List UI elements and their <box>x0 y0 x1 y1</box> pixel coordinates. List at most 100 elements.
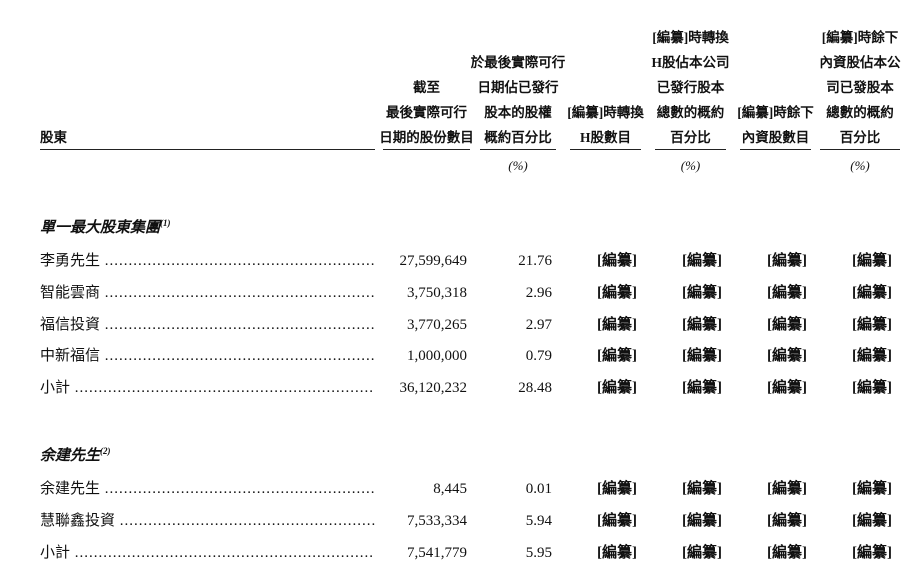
column-header-line: 百分比 <box>670 130 711 145</box>
column-header-line: 總數的概約 <box>826 105 894 120</box>
shares-count: 3,750,318 <box>407 284 467 301</box>
column-header-line: 股本的股權 <box>484 105 552 120</box>
redacted-value: [編纂] <box>682 380 722 397</box>
shareholder-name: 李勇先生 <box>40 247 375 275</box>
redacted-value: [編纂] <box>852 316 892 333</box>
shares-count: 1,000,000 <box>407 348 467 365</box>
column-header-line: 最後實際可行 <box>386 105 467 120</box>
column-header-line: 日期的股份數目 <box>379 130 474 145</box>
redacted-value: [編纂] <box>597 512 637 529</box>
section-title: 余建先生(2) <box>40 444 111 465</box>
column-header-line: 截至 <box>413 80 440 95</box>
shareholder-name: 小計 <box>40 539 375 567</box>
redacted-value: [編纂] <box>852 512 892 529</box>
redacted-value: [編纂] <box>767 316 807 333</box>
column-header-line: [編纂]時轉換 <box>567 105 644 120</box>
shareholder-name: 余建先生 <box>40 475 375 503</box>
redacted-value: [編纂] <box>597 348 637 365</box>
shareholding-percent: 28.48 <box>518 380 552 397</box>
column-header-line: 已發行股本 <box>656 80 725 95</box>
redacted-value: [編纂] <box>767 481 807 497</box>
column-header: [編纂]時轉換 H股佔本公司 已發行股本總數的概約百分比 <box>652 0 730 150</box>
redacted-value: [編纂] <box>767 380 807 397</box>
table-row: 慧聯鑫投資 7,533,334 5.94 [編纂] [編纂] [編纂] [編纂] <box>0 507 910 535</box>
column-unit: (%) <box>680 158 701 173</box>
redacted-value: [編纂] <box>682 481 722 497</box>
column-header-line: [編纂]時餘下 <box>821 30 899 45</box>
redacted-value: [編纂] <box>682 253 722 269</box>
redacted-value: [編纂] <box>597 253 637 269</box>
section-title-text: 余建先生 <box>40 448 101 464</box>
footnote-ref: (2) <box>100 446 111 456</box>
shares-count: 27,599,649 <box>399 253 468 269</box>
redacted-value: [編纂] <box>767 253 807 269</box>
column-header: [編纂]時餘下 內資股佔本公 司已發股本總數的概約百分比 <box>819 0 901 150</box>
redacted-value: [編纂] <box>682 512 722 529</box>
header-shareholder: 股東 <box>40 0 375 150</box>
redacted-value: [編纂] <box>682 284 722 301</box>
redacted-value: [編纂] <box>682 348 722 365</box>
redacted-value: [編纂] <box>597 380 637 397</box>
redacted-value: [編纂] <box>767 284 807 301</box>
header-underline <box>570 149 641 150</box>
column-header-line: 內資股數目 <box>741 130 810 145</box>
redacted-value: [編纂] <box>767 512 807 529</box>
shareholding-percent: 2.97 <box>525 316 552 333</box>
column-header-line: 內資股佔本公 <box>819 55 901 70</box>
redacted-value: [編纂] <box>597 284 637 301</box>
column-header-line: 概約百分比 <box>484 130 552 145</box>
section-title: 單一最大股東集團(1) <box>40 216 171 237</box>
table-row: 李勇先生 27,599,649 21.76 [編纂] [編纂] [編纂] [編纂] <box>0 247 910 275</box>
column-header-line: H股佔本公司 <box>651 55 730 70</box>
section-title-text: 單一最大股東集團 <box>40 220 161 236</box>
redacted-value: [編纂] <box>682 544 722 561</box>
shares-count: 36,120,232 <box>399 380 468 397</box>
redacted-value: [編纂] <box>682 316 722 333</box>
shares-count: 3,770,265 <box>407 316 467 333</box>
column-header-line: 日期佔已發行 <box>477 80 559 95</box>
column-unit: (%) <box>508 158 528 173</box>
redacted-value: [編纂] <box>852 284 892 301</box>
table-row: 小計 36,120,232 28.48 [編纂] [編纂] [編纂] [編纂] <box>0 374 910 402</box>
redacted-value: [編纂] <box>852 544 892 561</box>
column-header-line: [編纂]時轉換 <box>652 30 729 45</box>
redacted-value: [編纂] <box>852 253 892 269</box>
table-row: 智能雲商 3,750,318 2.96 [編纂] [編纂] [編纂] [編纂] <box>0 279 910 307</box>
redacted-value: [編纂] <box>852 380 892 397</box>
column-header-line: 總數的概約 <box>656 105 725 120</box>
table-row: 福信投資 3,770,265 2.97 [編纂] [編纂] [編纂] [編纂] <box>0 311 910 339</box>
header-underline <box>383 149 470 150</box>
redacted-value: [編纂] <box>767 544 807 561</box>
column-header-line: 百分比 <box>839 130 881 145</box>
column-header: [編纂]時轉換 H股數目 <box>567 0 644 150</box>
header-underline <box>40 149 375 150</box>
header-underline <box>740 149 811 150</box>
header-underline <box>655 149 726 150</box>
redacted-value: [編纂] <box>767 348 807 365</box>
column-header-line: H股數目 <box>579 130 631 145</box>
shares-count: 7,541,779 <box>407 544 467 561</box>
header-underline <box>480 149 556 150</box>
column-header-line: 司已發股本 <box>826 80 894 95</box>
shares-count: 7,533,334 <box>407 512 467 529</box>
column-header-line: [編纂]時餘下 <box>737 105 814 120</box>
shareholding-percent: 5.95 <box>525 544 552 561</box>
redacted-value: [編纂] <box>597 481 637 497</box>
column-header: 截至最後實際可行 日期的股份數目 <box>379 0 474 150</box>
shareholder-name: 智能雲商 <box>40 279 375 307</box>
table-row: 中新福信 1,000,000 0.79 [編纂] [編纂] [編纂] [編纂] <box>0 342 910 370</box>
column-header: [編纂]時餘下 內資股數目 <box>737 0 814 150</box>
shareholder-name: 慧聯鑫投資 <box>40 507 375 535</box>
redacted-value: [編纂] <box>852 481 892 497</box>
redacted-value: [編纂] <box>597 544 637 561</box>
redacted-value: [編纂] <box>852 348 892 365</box>
column-unit: (%) <box>850 158 870 173</box>
footnote-ref: (1) <box>160 218 171 228</box>
shareholding-percent: 0.01 <box>525 481 552 497</box>
header-underline <box>820 149 900 150</box>
shareholder-name: 福信投資 <box>40 311 375 339</box>
shareholding-percent: 21.76 <box>518 253 552 269</box>
table-row: 余建先生 8,445 0.01 [編纂] [編纂] [編纂] [編纂] <box>0 475 910 503</box>
shareholding-percent: 5.94 <box>525 512 552 529</box>
shareholding-percent: 0.79 <box>525 348 552 365</box>
